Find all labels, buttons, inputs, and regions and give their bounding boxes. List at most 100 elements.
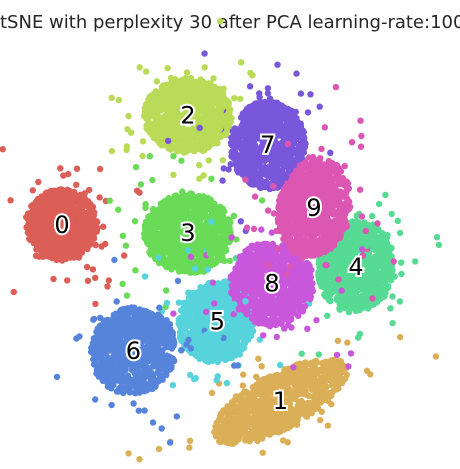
scatter-point-cluster-3 <box>137 181 145 188</box>
scatter-point-cluster-0 <box>46 253 53 260</box>
scatter-point-cluster-1 <box>265 377 272 384</box>
chart-title: tSNE with perplexity 30 after PCA learni… <box>0 12 460 33</box>
scatter-point-cluster-3 <box>221 257 228 265</box>
scatter-point-cluster-0 <box>0 146 6 153</box>
scatter-point-cluster-1 <box>125 450 132 457</box>
scatter-point-cluster-2 <box>170 171 177 178</box>
scatter-point-cluster-4 <box>382 191 389 199</box>
scatter-point-cluster-2 <box>205 157 212 164</box>
scatter-point-cluster-2 <box>155 130 163 137</box>
scatter-point-cluster-2 <box>222 131 229 139</box>
scatter-point-cluster-0 <box>73 247 81 254</box>
scatter-point-cluster-3 <box>195 234 203 241</box>
scatter-point-cluster-1 <box>244 419 251 427</box>
scatter-point-cluster-2 <box>237 59 245 66</box>
scatter-point-cluster-0 <box>82 239 89 246</box>
scatter-point-cluster-1 <box>264 425 271 433</box>
scatter-point-cluster-3 <box>155 206 162 213</box>
scatter-point-cluster-0 <box>102 240 109 248</box>
scatter-point-cluster-1 <box>216 438 223 445</box>
scatter-point-cluster-0 <box>68 240 75 248</box>
scatter-point-cluster-4 <box>326 288 333 295</box>
scatter-point-cluster-4 <box>384 269 391 276</box>
scatter-point-cluster-3 <box>211 225 219 232</box>
scatter-point-cluster-1 <box>367 371 374 378</box>
scatter-point-cluster-0 <box>136 189 143 196</box>
scatter-point-cluster-4 <box>380 289 387 296</box>
scatter-point-cluster-5 <box>208 218 215 225</box>
scatter-point-cluster-1 <box>288 395 296 402</box>
scatter-point-cluster-3 <box>179 248 186 255</box>
scatter-point-cluster-2 <box>220 93 227 100</box>
scatter-point-cluster-3 <box>145 217 152 225</box>
scatter-point-cluster-0 <box>63 277 71 284</box>
scatter-point-cluster-0 <box>32 252 40 259</box>
scatter-point-cluster-5 <box>223 379 231 387</box>
scatter-point-cluster-2 <box>213 137 220 145</box>
scatter-point-cluster-0 <box>40 216 48 223</box>
scatter-point-cluster-0 <box>121 252 128 259</box>
scatter-point-cluster-2 <box>153 78 161 85</box>
scatter-point-cluster-2 <box>165 84 172 91</box>
scatter-point-cluster-4 <box>396 229 404 237</box>
scatter-point-cluster-0 <box>57 165 64 172</box>
scatter-point-cluster-0 <box>83 263 91 271</box>
scatter-point-cluster-4 <box>325 282 332 290</box>
scatter-point-cluster-4 <box>369 212 376 220</box>
scatter-point-cluster-1 <box>314 390 321 397</box>
scatter-point-cluster-1 <box>333 369 340 376</box>
scatter-point-cluster-1 <box>284 424 292 432</box>
scatter-point-cluster-1 <box>186 437 194 444</box>
scatter-point-cluster-3 <box>212 259 220 267</box>
scatter-point-cluster-3 <box>146 153 154 160</box>
scatter-point-cluster-1 <box>253 403 260 410</box>
scatter-point-cluster-2 <box>115 96 123 104</box>
scatter-point-cluster-3 <box>185 192 192 199</box>
scatter-point-cluster-2 <box>227 118 234 126</box>
scatter-point-cluster-0 <box>84 245 91 253</box>
scatter-point-cluster-1 <box>317 416 324 424</box>
scatter-point-cluster-1 <box>239 382 246 389</box>
scatter-point-cluster-1 <box>228 423 235 430</box>
scatter-point-cluster-4 <box>359 301 366 308</box>
scatter-point-cluster-1 <box>267 419 275 426</box>
scatter-point-cluster-3 <box>201 211 208 218</box>
scatter-point-cluster-1 <box>240 371 247 378</box>
scatter-point-cluster-2 <box>123 146 130 154</box>
scatter-point-cluster-3 <box>178 157 185 164</box>
scatter-point-cluster-2 <box>167 109 174 116</box>
scatter-point-cluster-0 <box>35 178 42 186</box>
scatter-point-cluster-3 <box>220 208 227 215</box>
scatter-point-cluster-4 <box>339 281 346 289</box>
scatter-point-cluster-2 <box>196 175 203 182</box>
scatter-point-cluster-1 <box>221 426 229 433</box>
scatter-point-cluster-2 <box>184 76 192 83</box>
scatter-point-cluster-4 <box>388 210 395 218</box>
scatter-point-cluster-0 <box>73 165 81 172</box>
scatter-point-cluster-3 <box>131 218 139 225</box>
scatter-point-cluster-3 <box>170 153 177 160</box>
scatter-point-cluster-1 <box>136 456 143 463</box>
scatter-point-cluster-1 <box>239 390 246 398</box>
scatter-point-cluster-2 <box>217 18 224 25</box>
scatter-point-cluster-0 <box>29 187 36 194</box>
scatter-point-cluster-3 <box>119 280 126 288</box>
scatter-point-cluster-4 <box>336 306 344 313</box>
scatter-point-cluster-2 <box>148 94 155 102</box>
scatter-point-cluster-5 <box>204 266 211 273</box>
scatter-point-cluster-2 <box>164 99 171 106</box>
scatter-point-cluster-0 <box>75 254 83 261</box>
scatter-point-cluster-2 <box>170 142 177 149</box>
scatter-point-cluster-1 <box>329 388 336 395</box>
scatter-point-cluster-4 <box>398 270 405 278</box>
scatter-point-cluster-3 <box>230 212 238 220</box>
scatter-point-cluster-1 <box>301 401 308 408</box>
scatter-point-cluster-1 <box>322 358 329 365</box>
scatter-point-cluster-1 <box>396 333 404 341</box>
scatter-point-cluster-3 <box>213 232 220 239</box>
scatter-point-cluster-3 <box>123 292 131 299</box>
scatter-point-cluster-4 <box>394 217 401 225</box>
scatter-point-cluster-3 <box>119 232 127 239</box>
scatter-point-cluster-3 <box>204 194 212 202</box>
scatter-point-cluster-0 <box>94 224 101 232</box>
